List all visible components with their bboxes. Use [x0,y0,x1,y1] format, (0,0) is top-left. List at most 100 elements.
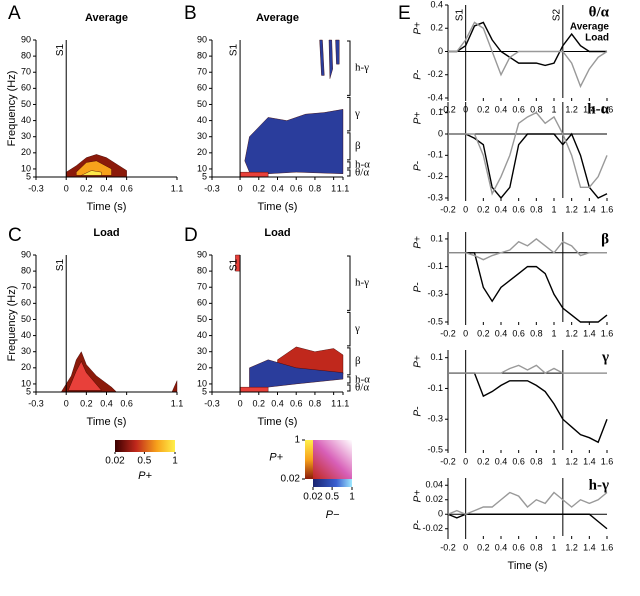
x-tick-label: 1.6 [601,328,614,338]
x-tick-label: -0.3 [28,398,44,408]
y-label-positive: P+ [413,355,424,368]
x-tick-label: 0 [64,183,69,193]
y-tick-label: 80 [21,50,31,60]
y-tick-label: 70 [197,67,207,77]
x-tick-label: 0 [463,542,468,552]
x-tick-label: 0.4 [100,398,113,408]
y-tick-label: -0.4 [427,92,443,102]
x-tick-label: 0.2 [477,542,490,552]
x-tick-label: 1.6 [601,542,614,552]
region [319,39,325,76]
y-tick-label: 80 [197,50,207,60]
y-tick-label: 60 [197,83,207,93]
y-tick-label: -0.02 [422,523,443,533]
event-label: S1 [229,43,240,56]
colormap-y-label: P+ [269,451,283,463]
x-tick-label: 0 [238,183,243,193]
y-tick-label: -0.1 [427,261,443,271]
x-tick-label: 0.6 [512,104,525,114]
y-tick-label: 30 [197,346,207,356]
colormap [313,440,352,479]
panel-title: Average [256,12,299,24]
x-tick-label: 0.8 [309,183,322,193]
x-tick-label: 1.2 [565,104,578,114]
x-tick-label: 0.4 [495,104,508,114]
y-tick-label: 60 [197,298,207,308]
colormap-y-tick-label: 1 [294,435,300,446]
y-tick-label: 80 [21,265,31,275]
band-bracket [347,255,351,311]
y-tick-label: 20 [197,147,207,157]
y-label-negative: P- [413,160,424,171]
band-bracket [347,169,351,177]
y-tick-label: 10 [197,163,207,173]
colormap-y [305,440,313,479]
x-tick-label: 0.4 [495,456,508,466]
x-tick-label: 1.4 [583,328,596,338]
panel-title: θ/α [589,4,610,20]
y-label-positive: P+ [413,112,424,125]
y-tick-label: -0.3 [427,414,443,424]
x-tick-label: 0.2 [253,183,266,193]
y-tick-label: 5 [26,171,31,181]
y-tick-label: -0.3 [427,192,443,202]
x-tick-label: 1 [331,183,336,193]
y-tick-label: 0.4 [430,0,443,9]
x-tick-label: 0.8 [530,456,543,466]
y-tick-label: -0.2 [427,171,443,181]
y-tick-label: 70 [197,282,207,292]
y-tick-label: 0.2 [430,23,443,33]
x-tick-label: -0.3 [204,183,220,193]
legend-entry: Average [570,22,610,33]
panel-title: γ [601,349,609,365]
x-tick-label: 0.8 [309,398,322,408]
y-tick-label: 60 [21,83,31,93]
y-tick-label: 0.02 [425,494,443,504]
panel-letter: D [184,225,198,246]
x-tick-label: 0.6 [512,328,525,338]
y-tick-label: 70 [21,282,31,292]
x-tick-label: -0.3 [204,398,220,408]
panel-title: h-γ [589,477,609,493]
series-line [448,132,608,200]
y-tick-label: 90 [21,34,31,44]
x-tick-label: 1.6 [601,204,614,214]
y-tick-label: 0 [438,46,443,56]
y-tick-label: 30 [21,131,31,141]
series-line [448,364,607,374]
band-label: γ [354,108,360,120]
y-tick-label: 90 [197,249,207,259]
band-bracket [347,311,351,347]
x-tick-label: 0.2 [477,204,490,214]
x-tick-label: 0 [463,456,468,466]
y-tick-label: -0.1 [427,383,443,393]
series-line [448,21,607,67]
region [244,109,344,174]
x-tick-label: 0.4 [495,328,508,338]
event-label: S1 [55,258,66,271]
band-label: θ/α [355,167,369,179]
x-tick-label: 1.2 [565,456,578,466]
x-tick-label: 0.2 [253,398,266,408]
colormap-y-tick-label: 0.02 [281,474,301,485]
y-tick-label: 0 [438,128,443,138]
x-axis-label: Time (s) [258,201,298,213]
y-axis-label: Frequency (Hz) [6,71,18,147]
band-label: θ/α [355,382,369,394]
band-bracket [347,347,351,376]
event-label: S1 [229,258,240,271]
colorbar-tick-label: 0.5 [137,456,151,467]
band-bracket [347,161,351,169]
x-tick-label: 0.6 [290,398,303,408]
colorbar-tick-label: 1 [172,456,178,467]
y-label-negative: P- [413,282,424,293]
colorbar-tick-label: 0.02 [105,456,125,467]
y-tick-label: 50 [21,314,31,324]
y-tick-label: 10 [21,378,31,388]
x-tick-label: 0.2 [477,104,490,114]
x-tick-label: 1 [551,204,556,214]
x-tick-label: 0 [463,328,468,338]
x-tick-label: 0 [64,398,69,408]
region [171,380,178,393]
x-tick-label: -0.2 [440,328,456,338]
